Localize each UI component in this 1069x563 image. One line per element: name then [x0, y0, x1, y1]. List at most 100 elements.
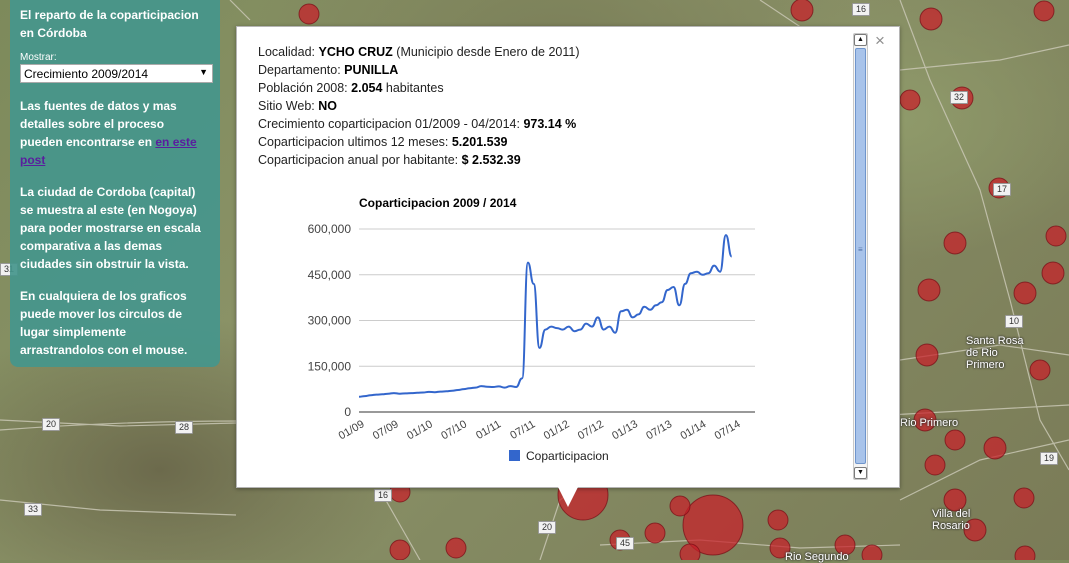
town-circle[interactable]: [915, 343, 939, 367]
detail-label: Sitio Web:: [258, 99, 315, 113]
drag-hint: En cualquiera de los graficos puede move…: [20, 289, 188, 357]
place-label: Rio Segundo: [785, 551, 849, 563]
detail-label: Población 2008:: [258, 81, 348, 95]
detail-label: Localidad:: [258, 45, 315, 59]
route-shield: 32: [950, 91, 969, 104]
detail-label: Departamento:: [258, 63, 341, 77]
route-shield: 33: [24, 503, 43, 516]
chart-title: Coparticipacion 2009 / 2014: [359, 196, 517, 210]
town-circle[interactable]: [767, 509, 789, 531]
town-circle[interactable]: [679, 543, 701, 560]
detail-value: 5.201.539: [451, 135, 508, 149]
town-circle[interactable]: [943, 488, 967, 512]
detail-label: Crecimiento coparticipacion 01/2009 - 04…: [258, 117, 520, 131]
town-circle[interactable]: [917, 278, 941, 302]
town-circle[interactable]: [919, 7, 943, 31]
route-shield: 20: [42, 418, 61, 431]
scrollbar[interactable]: ▲ ≡ ▼: [853, 33, 868, 480]
route-shield: 10: [1005, 315, 1024, 328]
town-circle[interactable]: [790, 0, 814, 22]
display-select[interactable]: Crecimiento 2009/2014: [20, 64, 213, 83]
coparticipacion-chart: Coparticipacion 2009 / 2014 0 150,000 300,0…: [308, 196, 755, 463]
x-tick-label: 07/12: [576, 418, 606, 442]
route-shield: 45: [616, 537, 635, 550]
sources-text: Las fuentes de datos y mas detalles sobr…: [20, 99, 177, 149]
detail-row-crecimiento: Crecimiento coparticipacion 01/2009 - 04…: [258, 115, 580, 133]
x-tick-label: 07/14: [713, 418, 743, 442]
road: [0, 419, 237, 427]
town-circles: [298, 0, 1067, 560]
town-circle[interactable]: [769, 537, 791, 559]
detail-row-sitio-web: Sitio Web: NO: [258, 97, 580, 115]
x-tick-label: 07/10: [439, 418, 469, 442]
side-panel: El reparto de la coparticipacion en Córd…: [10, 0, 220, 367]
legend-swatch: [509, 450, 520, 461]
sources-paragraph: Las fuentes de datos y mas detalles sobr…: [20, 97, 210, 169]
detail-row-anual-habitante: Coparticipacion anual por habitante: $ 2…: [258, 151, 580, 169]
x-tick-label: 07/13: [644, 418, 674, 442]
grip-icon: ≡: [858, 245, 863, 254]
detail-label: Coparticipacion ultimos 12 meses:: [258, 135, 449, 149]
y-tick-label: 150,000: [308, 359, 352, 373]
town-circle[interactable]: [1013, 487, 1035, 509]
x-tick-label: 01/14: [678, 418, 708, 442]
route-shield: 28: [175, 421, 194, 434]
scroll-thumb[interactable]: ≡: [855, 48, 866, 464]
town-circle[interactable]: [445, 537, 467, 559]
detail-value: 973.14 %: [523, 117, 577, 131]
scroll-down-button[interactable]: ▼: [854, 467, 867, 479]
place-label: Rio Primero: [900, 417, 959, 429]
y-tick-label: 600,000: [308, 222, 352, 236]
town-circle[interactable]: [983, 436, 1007, 460]
town-circle[interactable]: [389, 539, 411, 560]
route-shield: 17: [993, 183, 1012, 196]
town-circle[interactable]: [298, 3, 320, 25]
x-tick-label: 01/11: [474, 418, 503, 442]
detail-label: Coparticipacion anual por habitante:: [258, 153, 459, 167]
town-circle[interactable]: [943, 231, 967, 255]
town-circle[interactable]: [682, 494, 744, 556]
town-circle[interactable]: [1041, 261, 1065, 285]
town-circle[interactable]: [1029, 359, 1051, 381]
panel-title: El reparto de la coparticipacion en Córd…: [20, 8, 199, 40]
town-circle[interactable]: [1013, 281, 1037, 305]
town-circle[interactable]: [944, 429, 966, 451]
display-select-wrap[interactable]: Crecimiento 2009/2014 ▼: [20, 64, 213, 83]
info-window: × Localidad: YCHO CRUZ (Municipio desde …: [236, 26, 900, 488]
route-shield: 16: [852, 3, 871, 16]
town-circle[interactable]: [1033, 0, 1055, 22]
detail-value: 2.054: [351, 81, 383, 95]
detail-value: YCHO CRUZ: [318, 45, 393, 59]
road: [899, 439, 1069, 501]
town-circle[interactable]: [861, 544, 883, 560]
scroll-up-button[interactable]: ▲: [854, 34, 867, 46]
info-window-pointer: [558, 487, 578, 507]
town-details: Localidad: YCHO CRUZ (Municipio desde En…: [258, 43, 580, 169]
detail-row-departamento: Departamento: PUNILLA: [258, 61, 580, 79]
route-shield: 20: [538, 521, 557, 534]
x-tick-label: 01/10: [405, 418, 435, 442]
town-circle[interactable]: [924, 454, 946, 476]
town-circle[interactable]: [899, 89, 921, 111]
detail-suffix: habitantes: [385, 81, 444, 95]
post-link[interactable]: en este post: [20, 135, 197, 167]
town-circle[interactable]: [1014, 545, 1036, 560]
town-circle[interactable]: [963, 518, 987, 542]
capital-note: La ciudad de Cordoba (capital) se muestr…: [20, 185, 201, 271]
town-circle[interactable]: [644, 522, 666, 544]
y-tick-label: 300,000: [308, 314, 352, 328]
show-label: Mostrar:: [20, 52, 57, 63]
x-tick-label: 01/13: [610, 418, 640, 442]
x-tick-label: 01/12: [542, 418, 572, 442]
town-circle[interactable]: [834, 534, 856, 556]
legend-label: Coparticipacion: [526, 449, 609, 463]
detail-value: NO: [318, 99, 337, 113]
detail-suffix: (Municipio desde Enero de 2011): [396, 45, 580, 59]
town-circle[interactable]: [669, 495, 691, 517]
town-circle[interactable]: [913, 408, 937, 432]
y-tick-label: 450,000: [308, 268, 352, 282]
x-tick-label: 01/09: [337, 418, 367, 442]
close-button[interactable]: ×: [875, 31, 885, 50]
town-circle[interactable]: [1045, 225, 1067, 247]
detail-row-localidad: Localidad: YCHO CRUZ (Municipio desde En…: [258, 43, 580, 61]
